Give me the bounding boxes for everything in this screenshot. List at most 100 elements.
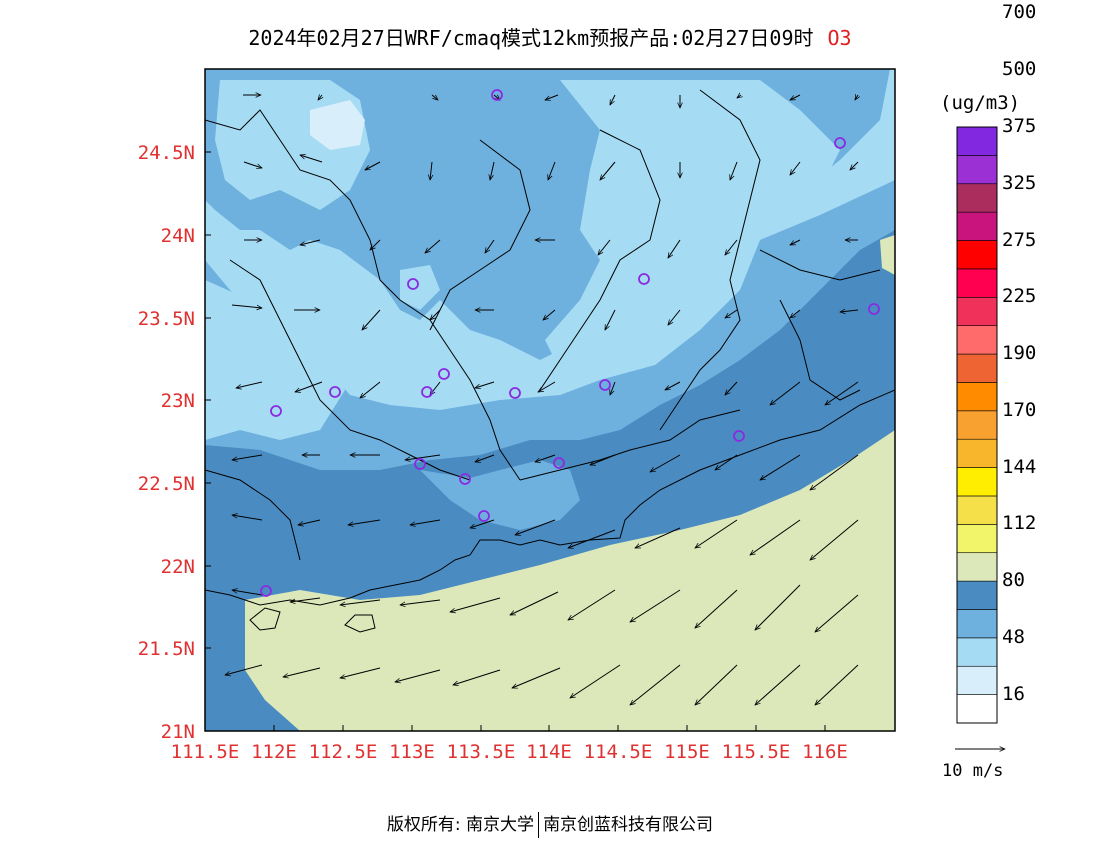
wind-vector-arrow xyxy=(609,94,616,105)
wind-vector-arrow xyxy=(750,519,801,555)
wind-vector-arrow xyxy=(548,161,556,180)
lon-tick: 115.5E xyxy=(722,741,791,763)
colorbar-unit: (ug/m3) xyxy=(940,92,1021,114)
colorbar-label: 225 xyxy=(1002,285,1037,308)
wind-vector-arrow xyxy=(543,309,556,320)
colorbar-block xyxy=(956,694,998,724)
field-band-sea xyxy=(245,430,895,731)
copyright-separator xyxy=(538,812,540,838)
lon-tick: 112.5E xyxy=(309,741,378,763)
wind-vector-arrow xyxy=(570,664,621,698)
station-marker xyxy=(329,386,341,398)
wind-vector-arrow xyxy=(318,95,322,100)
colorbar-label: 112 xyxy=(1002,512,1037,535)
wind-vector-arrow xyxy=(755,584,801,630)
lon-tick: 115E xyxy=(664,741,710,763)
province-boundary-9 xyxy=(779,299,861,401)
colorbar-block xyxy=(956,155,998,185)
colorbar-block xyxy=(956,126,998,156)
wind-vector-arrow xyxy=(425,239,441,253)
wind-vector-arrow xyxy=(430,309,441,320)
colorbar-block xyxy=(956,609,998,639)
lat-tick: 21N xyxy=(161,721,195,743)
station-marker xyxy=(553,457,565,469)
wind-vector-arrow xyxy=(695,664,738,705)
wind-vector-arrow xyxy=(760,454,801,480)
lat-tick: 23.5N xyxy=(138,308,195,330)
wind-vector-arrow xyxy=(283,667,321,677)
field-band-48-southwest xyxy=(205,280,345,440)
station-marker xyxy=(260,585,272,597)
lon-tick: 112E xyxy=(251,741,297,763)
field-band-48-east xyxy=(545,80,840,375)
wind-vector-arrow xyxy=(790,94,801,101)
wind-vector-arrow xyxy=(604,309,616,330)
wind-vector-arrow xyxy=(475,454,495,462)
wind-vector-arrow xyxy=(360,381,381,398)
wind-vector-arrow xyxy=(568,589,616,620)
station-marker xyxy=(509,387,521,399)
wind-vector-arrow xyxy=(300,155,323,163)
tick-marks xyxy=(204,151,826,732)
wind-vector-arrow xyxy=(512,667,561,688)
wind-vector-arrow xyxy=(510,591,559,616)
wind-vector-arrow xyxy=(290,597,321,602)
wind-vector-arrow xyxy=(815,594,859,632)
wind-vector-arrow xyxy=(665,381,681,391)
station-marker xyxy=(733,430,745,442)
station-marker xyxy=(868,303,880,315)
wind-vector-arrow xyxy=(725,239,738,255)
wind-vector-arrow xyxy=(850,161,859,170)
wind-vector-arrow xyxy=(515,519,556,535)
colorbar-block xyxy=(956,637,998,667)
wind-vector-arrow xyxy=(630,664,681,705)
colorbar-label: 700 xyxy=(1002,1,1037,24)
colorbar-label: 500 xyxy=(1002,58,1037,81)
wind-vector-arrow xyxy=(668,239,681,258)
wind-vector-arrow xyxy=(232,454,263,460)
colorbar-label: 170 xyxy=(1002,398,1037,421)
wind-vector-arrow xyxy=(568,529,616,548)
colorbar-block xyxy=(956,240,998,270)
wind-vector-arrow xyxy=(370,239,381,250)
wind-vector-arrow xyxy=(485,239,495,253)
station-marker xyxy=(270,405,282,417)
colorbar-label: 275 xyxy=(1002,228,1037,251)
wind-vector-arrow xyxy=(400,599,441,605)
coastline xyxy=(205,389,895,606)
wind-vector-arrow xyxy=(430,161,432,180)
island-outline xyxy=(249,607,281,631)
province-boundary-3 xyxy=(539,129,661,391)
wind-vector-arrow xyxy=(340,667,381,678)
lat-tick: 23N xyxy=(161,390,195,412)
wind-vector-arrow xyxy=(810,519,859,560)
wind-vector-arrow xyxy=(535,454,556,462)
wind-vector-arrow xyxy=(475,381,495,388)
wind-vector-arrow xyxy=(298,519,321,525)
wind-vector-arrow xyxy=(405,454,441,460)
title-species: O3 xyxy=(827,26,852,50)
lon-tick: 111.5E xyxy=(171,741,240,763)
wind-vector-arrow xyxy=(725,309,738,318)
wind-vector-arrow xyxy=(737,95,741,98)
colorbar-block xyxy=(956,410,998,440)
wind-vector-arrow xyxy=(545,94,559,100)
wind-vector-arrow xyxy=(815,664,859,705)
wind-vector-arrow xyxy=(715,454,738,470)
colorbar-label: 190 xyxy=(1002,342,1037,365)
wind-vectors xyxy=(225,95,858,705)
colorbar-block xyxy=(956,495,998,525)
wind-vector-arrow xyxy=(755,664,801,705)
station-marker xyxy=(438,368,450,380)
wind-vector-arrow xyxy=(225,664,263,675)
colorbar-label: 144 xyxy=(1002,455,1037,478)
province-boundary-1 xyxy=(205,109,521,481)
colorbar-label: 80 xyxy=(1002,569,1025,592)
colorbar-block xyxy=(956,382,998,412)
wind-vector-arrow xyxy=(410,519,441,525)
wind-vector-arrow xyxy=(650,454,681,472)
wind-vector-arrow xyxy=(695,589,738,628)
station-marker xyxy=(421,386,433,398)
wind-reference-label: 10 m/s xyxy=(942,761,1004,781)
